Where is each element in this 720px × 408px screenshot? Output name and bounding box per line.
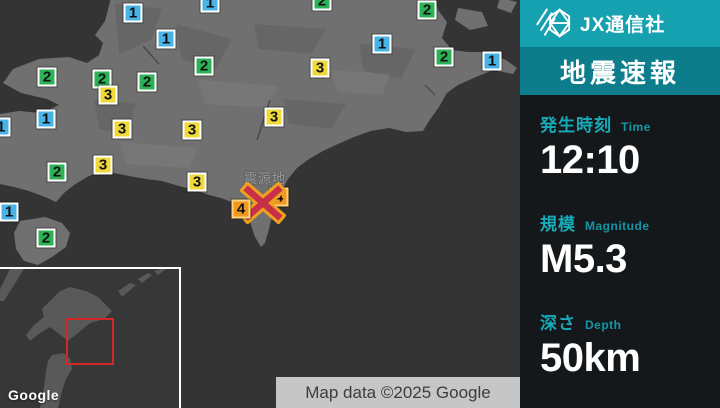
intensity-badge-3: 3 xyxy=(187,172,207,192)
sidebar: JX通信社 地震速報 発生時刻 Time 12:10 規模 Magnitude … xyxy=(520,0,720,408)
intensity-badge-2: 2 xyxy=(137,72,157,92)
intensity-badge-2: 2 xyxy=(47,162,67,182)
intensity-badge-1: 1 xyxy=(0,202,19,222)
intensity-badge-3: 3 xyxy=(93,155,113,175)
intensity-badge-2: 2 xyxy=(417,0,437,20)
intensity-badge-2: 2 xyxy=(37,67,57,87)
intensity-badge-1: 1 xyxy=(36,109,56,129)
intensity-badge-1: 1 xyxy=(372,34,392,54)
inset-viewport-rect xyxy=(66,318,114,365)
depth-label-ja: 深さ xyxy=(540,314,576,333)
brand-name: JX通信社 xyxy=(580,15,666,37)
depth-value: 50km xyxy=(540,336,641,380)
epicenter-marker-icon xyxy=(240,182,286,224)
intensity-badge-2: 2 xyxy=(36,228,56,248)
intensity-badge-3: 3 xyxy=(182,120,202,140)
inset-map: Google xyxy=(0,267,181,408)
quake-details: 発生時刻 Time 12:10 規模 Magnitude M5.3 深さ Dep… xyxy=(520,95,720,408)
time-value: 12:10 xyxy=(540,138,640,182)
jx-hexagon-logo-icon xyxy=(536,7,571,38)
intensity-badge-2: 2 xyxy=(434,47,454,67)
google-logo[interactable]: Google xyxy=(8,387,60,403)
intensity-badge-2: 2 xyxy=(312,0,332,11)
magnitude-label-ja: 規模 xyxy=(540,215,576,234)
magnitude-value: M5.3 xyxy=(540,237,627,281)
magnitude-label-en: Magnitude xyxy=(585,219,650,233)
field-time: 発生時刻 Time 12:10 xyxy=(540,111,720,181)
intensity-badge-1: 1 xyxy=(156,29,176,49)
intensity-badge-3: 3 xyxy=(264,107,284,127)
alert-banner: 地震速報 xyxy=(520,47,720,95)
intensity-badge-3: 3 xyxy=(112,119,132,139)
time-label-ja: 発生時刻 xyxy=(540,116,612,135)
inset-map-graphic xyxy=(0,269,179,408)
time-label-en: Time xyxy=(621,120,651,134)
depth-label-en: Depth xyxy=(585,318,622,332)
field-depth: 深さ Depth 50km xyxy=(540,309,720,379)
map-attribution: Map data ©2025 Google xyxy=(276,377,520,408)
intensity-badge-3: 3 xyxy=(310,58,330,78)
intensity-badge-4: 4 xyxy=(231,199,251,219)
intensity-badge-2: 2 xyxy=(194,56,214,76)
intensity-badge-1: 1 xyxy=(0,117,11,137)
intensity-badge-1: 1 xyxy=(482,51,502,71)
epicenter-label: 震源地 xyxy=(243,171,287,186)
intensity-badge-1: 1 xyxy=(200,0,220,13)
intensity-badge-3: 3 xyxy=(98,85,118,105)
intensity-badge-1: 1 xyxy=(123,3,143,23)
field-magnitude: 規模 Magnitude M5.3 xyxy=(540,210,720,280)
brand-header: JX通信社 xyxy=(520,0,720,48)
